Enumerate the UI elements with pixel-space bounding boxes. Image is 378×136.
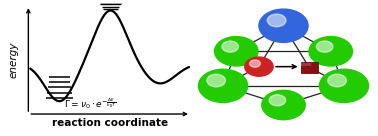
- Circle shape: [262, 90, 305, 120]
- Text: energy: energy: [8, 41, 18, 78]
- Circle shape: [328, 74, 346, 87]
- Bar: [301, 63, 311, 66]
- Circle shape: [316, 41, 333, 52]
- Circle shape: [214, 37, 258, 66]
- Circle shape: [267, 14, 286, 27]
- Circle shape: [269, 95, 286, 106]
- Circle shape: [319, 69, 369, 102]
- Circle shape: [245, 57, 273, 76]
- Circle shape: [222, 41, 239, 52]
- Circle shape: [259, 9, 308, 42]
- Circle shape: [198, 69, 248, 102]
- Circle shape: [207, 74, 225, 87]
- Circle shape: [309, 37, 352, 66]
- Bar: [301, 61, 318, 73]
- Text: reaction coordinate: reaction coordinate: [51, 118, 168, 128]
- Text: $\Gamma = \nu_0 \cdot e^{-\frac{\Delta E}{k_{\mathrm{B}}T}}$: $\Gamma = \nu_0 \cdot e^{-\frac{\Delta E…: [64, 97, 117, 112]
- Circle shape: [249, 60, 260, 67]
